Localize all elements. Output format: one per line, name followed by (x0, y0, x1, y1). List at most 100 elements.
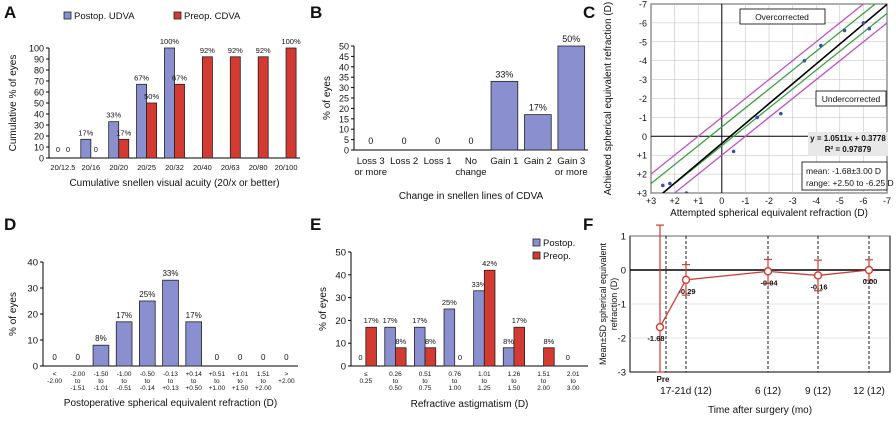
x-tick-label: Gain 1 (490, 156, 518, 167)
scatter-point (867, 26, 872, 31)
overcorrected-box (739, 8, 826, 25)
y-tick-label: 25 (339, 94, 349, 104)
bar (424, 347, 437, 367)
y-tick-label: -3 (618, 368, 626, 379)
data-label: 0 (566, 353, 570, 362)
bar (146, 102, 158, 159)
x-tick-label: -2.00 to -1.51 (70, 371, 85, 392)
mean-value-label: -0.04 (760, 278, 778, 287)
bar (524, 114, 552, 151)
x-tick-label: 20/25 (137, 163, 156, 172)
y-tick-label: 30 (335, 293, 346, 304)
mean-point (864, 265, 874, 275)
data-label: 17% (512, 316, 527, 325)
y-tick-label: 40 (335, 270, 346, 281)
y-tick-label: 40 (339, 62, 349, 72)
y-tick-label: 40 (34, 110, 44, 120)
regression-equation: y = 1.0511x + 0.3778 (810, 134, 886, 143)
mean-value-label: -0.16 (810, 282, 827, 291)
data-label: 33% (471, 280, 486, 289)
y-tick-label: 0 (33, 362, 38, 373)
data-label: 0 (402, 136, 407, 146)
panel-letter-e: E (310, 215, 321, 234)
mean-point (813, 271, 823, 280)
y-tick-label: 10 (339, 125, 349, 135)
panel-letter-c: C (583, 3, 595, 22)
panel-letter-f: F (583, 215, 593, 234)
data-label: 50% (562, 34, 580, 44)
y-tick-label: 50 (34, 99, 44, 109)
regression-line (661, 4, 887, 193)
x-tick-label: 0.26 to 0.50 (389, 371, 402, 392)
bar (118, 138, 130, 159)
x-axis-title: Postoperative spherical equivalent refra… (64, 398, 277, 409)
y-tick-label: 0 (39, 154, 44, 164)
y-tick-label: 20 (335, 316, 346, 327)
y-tick-label: 10 (27, 336, 38, 347)
data-label: 0 (94, 145, 98, 154)
x-tick-label: 0.76 to 1.00 (448, 371, 461, 392)
x-axis-title: Change in snellen lines of CDVA (399, 191, 544, 202)
data-label: 100% (160, 37, 180, 46)
x-tick-label: -5 (836, 196, 844, 206)
y-tick-label: 1 (621, 232, 626, 243)
undercorrected-label: Undercorrected (822, 94, 881, 104)
x-tick-label: -1 (741, 196, 749, 206)
data-label: 0 (458, 353, 462, 362)
y-tick-label: 0 (642, 132, 647, 142)
x-tick-label: -2 (765, 196, 773, 206)
y-axis-title: % of eyes (322, 76, 333, 120)
y-tick-label: +2 (637, 170, 647, 180)
bar (139, 300, 156, 367)
data-label: 0 (66, 145, 70, 154)
data-label: 17% (364, 316, 379, 325)
data-label: 100% (281, 37, 301, 46)
bar (164, 47, 175, 159)
data-label: 0 (261, 353, 266, 362)
x-tick-label: 1.51 to +2.00 (255, 371, 272, 392)
data-label: 25% (442, 298, 457, 307)
x-tick-label: Loss 1 (424, 156, 452, 167)
y-tick-label: -1 (618, 300, 626, 311)
scatter-point (661, 183, 665, 188)
undercorrected-box (815, 90, 887, 107)
mean-point (681, 275, 691, 285)
data-label: 92% (256, 46, 271, 55)
bar (413, 326, 426, 367)
mean-value-label: -0.29 (678, 287, 695, 296)
x-tick-label: 20/12.5 (50, 163, 75, 172)
bar (162, 279, 179, 367)
x-tick-label: +3 (646, 196, 656, 206)
data-label: 92% (200, 46, 215, 55)
y-tick-label: +3 (637, 189, 647, 199)
y-tick-label: 10 (335, 339, 346, 350)
y-tick-label: 50 (339, 42, 349, 52)
y-tick-label: 80 (34, 66, 44, 76)
x-tick-label: 20/80 (249, 163, 268, 172)
x-tick-label: -6 (859, 196, 867, 206)
x-tick-label: 20/100 (275, 163, 298, 172)
scatter-point (842, 28, 847, 33)
x-axis-title: Time after surgery (mo) (708, 405, 812, 416)
y-tick-label: 45 (339, 52, 349, 62)
data-label: 17% (412, 316, 427, 325)
data-label: 17% (383, 316, 398, 325)
y-tick-label: 30 (34, 121, 44, 131)
y-axis-title: Cumulative % of eyes (8, 55, 19, 152)
panel-e-chart: 0 10 20 30 40 50 ≤ 0.25 0 17% 0.26 to 0.50 17% 8% 0.51 t… (318, 238, 588, 410)
data-label: 8% (425, 337, 436, 346)
y-tick-label: -1 (639, 113, 647, 123)
scatter-point (755, 115, 759, 120)
data-label: 17% (186, 311, 202, 320)
band-minus-1d (651, 4, 865, 175)
x-tick-label: Loss 2 (390, 156, 418, 167)
y-tick-label: 100 (29, 44, 44, 54)
data-label: 33% (106, 111, 121, 120)
y-tick-label: -5 (639, 37, 647, 47)
y-tick-label: 40 (27, 258, 38, 269)
bar (502, 347, 515, 367)
scatter-point (684, 191, 689, 193)
x-tick-label: 0 (719, 196, 724, 206)
